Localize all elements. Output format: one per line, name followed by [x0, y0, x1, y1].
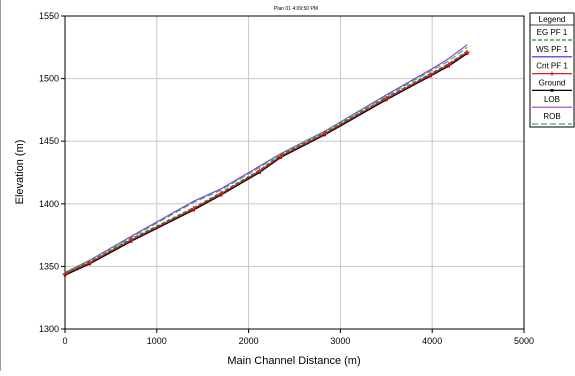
legend-label-crit-pf-1: Crit PF 1	[536, 62, 568, 71]
x-tick-label: 2000	[239, 336, 259, 346]
legend-title: Legend	[539, 15, 566, 24]
y-axis-title: Elevation (m)	[14, 140, 26, 205]
legend-label-rob: ROB	[543, 112, 560, 121]
x-axis-ticks: 0 1000 2000 3000 4000 5000	[62, 329, 534, 346]
data-point-crit-pf-1	[128, 237, 134, 243]
data-point-crit-pf-1	[87, 260, 93, 266]
x-tick-label: 5000	[514, 336, 534, 346]
x-tick-label: 3000	[330, 336, 350, 346]
y-tick-label: 1300	[39, 324, 59, 334]
series-line-eg-pf-1	[64, 50, 468, 274]
series-line-crit-pf-1	[64, 51, 468, 275]
legend-label-lob: LOB	[544, 95, 560, 104]
data-point-crit-pf-1	[218, 191, 224, 197]
y-axis-ticks: 1300 1350 1400 1450 1500 1550	[39, 11, 65, 334]
legend-marker-crit-pf-1	[550, 71, 554, 76]
data-point-crit-pf-1	[464, 49, 470, 55]
plot-area-border	[64, 15, 525, 330]
data-point-crit-pf-1	[427, 72, 433, 78]
legend-marker-ground	[550, 89, 554, 92]
series-layer	[62, 44, 470, 277]
data-point-crit-pf-1	[257, 168, 263, 174]
legend-label-ws-pf-1: WS PF 1	[536, 45, 569, 54]
data-point-crit-pf-1	[322, 131, 328, 137]
legend: Legend EG PF 1 WS PF 1 Crit PF 1 Ground LOB R…	[529, 12, 575, 128]
y-tick-label: 1350	[39, 261, 59, 271]
x-tick-label: 0	[62, 336, 67, 346]
grid	[64, 15, 525, 330]
y-tick-label: 1500	[39, 74, 59, 84]
legend-label-eg-pf-1: EG PF 1	[537, 28, 568, 37]
y-tick-label: 1550	[39, 11, 59, 21]
data-point-crit-pf-1	[383, 96, 389, 102]
x-axis-title: Main Channel Distance (m)	[227, 355, 360, 367]
y-tick-label: 1400	[39, 199, 59, 209]
data-point-crit-pf-1	[62, 271, 68, 277]
chart-title: Plan 01 4:09:50 PM	[274, 6, 318, 12]
series-line-ground	[64, 53, 468, 276]
data-point-crit-pf-1	[278, 153, 284, 159]
x-tick-label: 4000	[422, 336, 442, 346]
series-line-rob	[64, 46, 468, 274]
data-point-crit-pf-1	[446, 62, 452, 68]
legend-box	[529, 12, 575, 128]
legend-label-ground: Ground	[539, 78, 566, 87]
data-point-crit-pf-1	[191, 206, 197, 212]
y-tick-label: 1450	[39, 136, 59, 146]
x-tick-label: 1000	[147, 336, 167, 346]
legend-items: EG PF 1 WS PF 1 Crit PF 1 Ground LOB ROB	[532, 28, 572, 125]
